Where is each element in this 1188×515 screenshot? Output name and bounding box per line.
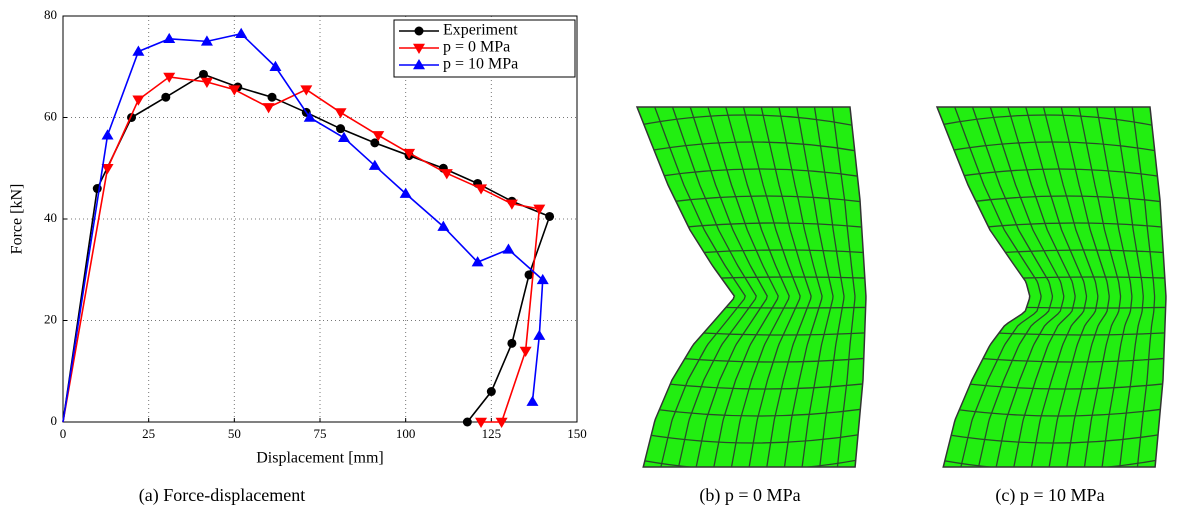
y-axis-label: Force [kN]: [9, 184, 26, 255]
data-point: [520, 347, 532, 357]
data-point: [475, 184, 487, 194]
legend-label: Experiment: [443, 22, 518, 39]
x-tick-label: 75: [314, 426, 327, 441]
data-point: [441, 169, 453, 179]
mesh-line: [1021, 307, 1170, 308]
data-point: [507, 339, 516, 348]
series-line: [63, 74, 550, 422]
y-tick-label: 20: [44, 311, 57, 326]
data-point: [268, 93, 277, 102]
y-tick-label: 40: [44, 210, 57, 225]
data-point: [487, 387, 496, 396]
data-point: [300, 85, 312, 95]
y-tick-label: 80: [44, 7, 57, 22]
data-point: [545, 212, 554, 221]
x-tick-label: 0: [60, 426, 67, 441]
mesh-image: [635, 107, 870, 470]
data-point: [335, 108, 347, 118]
data-point: [338, 132, 350, 142]
caption: (c) p = 10 MPa: [995, 485, 1104, 506]
y-tick-label: 0: [51, 413, 58, 428]
legend-label: p = 10 MPa: [443, 56, 518, 73]
data-point: [102, 129, 114, 139]
data-point: [161, 93, 170, 102]
x-tick-label: 50: [228, 426, 241, 441]
data-point: [132, 96, 144, 106]
data-point: [163, 33, 175, 43]
x-tick-label: 125: [482, 426, 502, 441]
x-axis-label: Displacement [mm]: [256, 450, 384, 467]
data-point: [199, 70, 208, 79]
x-tick-label: 150: [567, 426, 587, 441]
data-point: [526, 396, 538, 406]
data-point: [336, 124, 345, 133]
mesh-image: [935, 107, 1170, 470]
caption: (a) Force-displacement: [139, 485, 305, 506]
y-tick-label: 60: [44, 108, 57, 123]
data-point: [263, 103, 275, 113]
legend-marker: [415, 27, 424, 36]
caption: (b) p = 0 MPa: [699, 485, 800, 506]
data-point: [463, 418, 472, 427]
series-line: [63, 77, 539, 422]
x-tick-label: 100: [396, 426, 416, 441]
mesh-line: [720, 307, 870, 308]
figure: 0 25 50 75 100 125 150 0 20 40 60 80 Experimentp = 0…: [0, 0, 1188, 515]
data-point: [502, 243, 514, 253]
data-point: [533, 330, 545, 340]
legend-label: p = 0 MPa: [443, 39, 510, 56]
x-tick-label: 25: [142, 426, 155, 441]
data-point: [235, 28, 247, 38]
